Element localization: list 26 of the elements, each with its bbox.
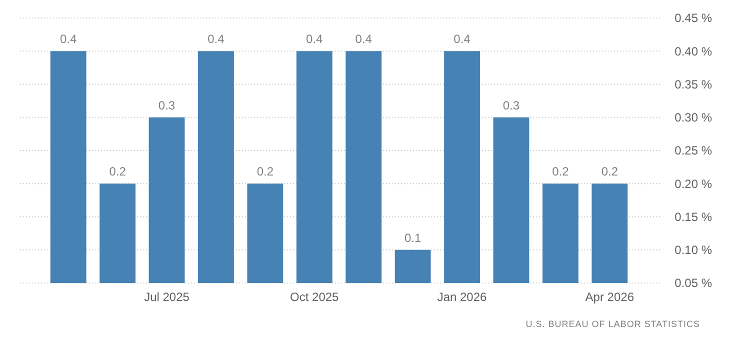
y-tick-label: 0.40 % (674, 44, 712, 58)
text: U.S. BUREAU OF LABOR STATISTICS (526, 319, 700, 329)
data-label: 0.1 (404, 230, 422, 245)
y-tick-label: 0.15 % (674, 210, 712, 224)
y-tick-label: 0.35 % (674, 77, 712, 92)
data-label: 0.3 (158, 98, 176, 112)
data-label: 0.4 (208, 32, 225, 46)
data-label: 0.2 (256, 164, 274, 179)
data-label: 0.3 (502, 98, 520, 112)
x-tick-label: Jan 2026 (437, 290, 488, 304)
data-label: 0.4 (306, 32, 324, 46)
y-tick-label: 0.30 % (674, 110, 712, 125)
y-tick-label: 0.45 % (674, 11, 712, 26)
y-tick-label: 0.20 % (674, 176, 712, 191)
data-label: 0.2 (552, 164, 570, 179)
x-tick-label: Jul 2025 (144, 290, 190, 304)
data-label: 0.2 (109, 164, 126, 179)
y-tick-label: 0.25 % (674, 144, 712, 158)
data-label: 0.4 (60, 32, 78, 46)
data-label: 0.4 (355, 32, 372, 46)
y-tick-label: 0.05 % (674, 276, 712, 290)
data-label: 0.2 (601, 164, 618, 179)
x-tick-label: Oct 2025 (290, 290, 340, 304)
x-tick-label: Apr 2026 (585, 290, 634, 304)
data-label: 0.4 (454, 32, 471, 46)
y-tick-label: 0.10 % (674, 243, 712, 258)
